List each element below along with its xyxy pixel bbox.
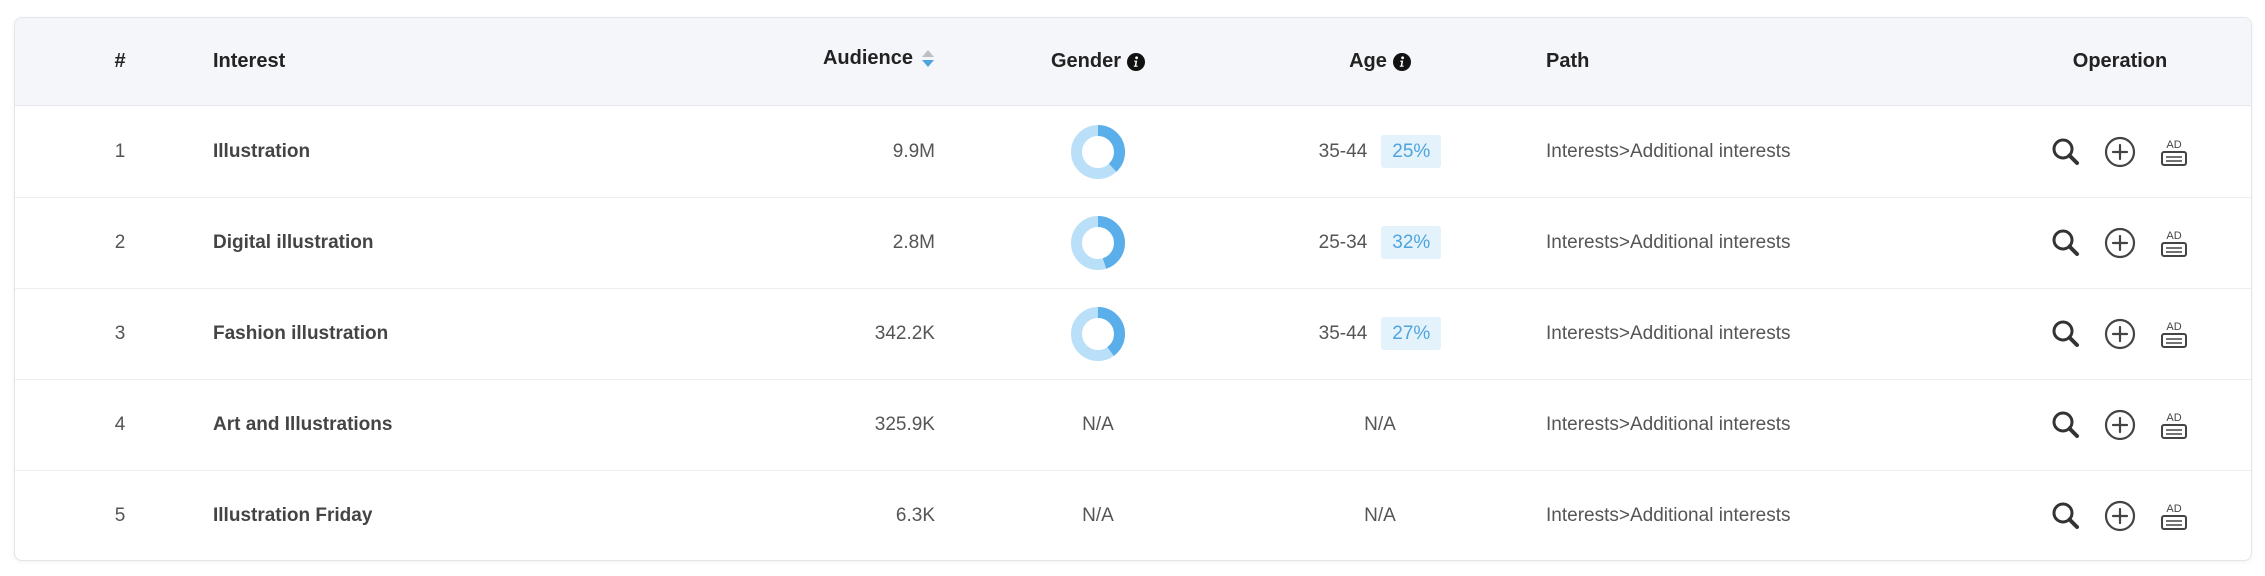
audience-size: 342.2K — [874, 322, 935, 344]
interest-table: # Interest Audience Gender Age — [14, 17, 2252, 561]
table-row: 4 Art and Illustrations 325.9K N/A N/A I… — [15, 379, 2251, 471]
operation-cell: AD — [2035, 470, 2205, 560]
audience-size: 9.9M — [892, 140, 935, 162]
add-circle-icon[interactable] — [2103, 226, 2137, 260]
table-row: 2 Digital illustration 2.8M 25-34 32% In… — [15, 197, 2251, 289]
interest-path: Interests>Additional interests — [1546, 322, 1791, 344]
info-icon[interactable] — [1127, 52, 1146, 71]
column-header-age-label: Age — [1349, 50, 1387, 72]
age-percent-badge: 32% — [1381, 226, 1442, 259]
age-cell: N/A — [1280, 470, 1480, 560]
age-range: 25-34 — [1318, 231, 1368, 253]
ad-icon-label: AD — [2166, 412, 2181, 424]
table-header: # Interest Audience Gender Age — [15, 18, 2251, 106]
ad-icon-label: AD — [2166, 230, 2181, 242]
audience-size: 2.8M — [892, 231, 935, 253]
operation-cell: AD — [2035, 197, 2205, 288]
row-number: 2 — [114, 231, 126, 253]
gender-cell — [1018, 197, 1178, 288]
add-circle-icon[interactable] — [2103, 408, 2137, 442]
age-na: N/A — [1364, 504, 1396, 526]
column-header-number: # — [114, 50, 126, 72]
age-na: N/A — [1364, 413, 1396, 435]
ad-icon-label: AD — [2166, 321, 2181, 333]
search-icon[interactable] — [2049, 317, 2083, 351]
interest-name: Illustration — [213, 140, 311, 162]
column-header-age: Age — [1280, 18, 1480, 105]
search-icon[interactable] — [2049, 135, 2083, 169]
interest-path: Interests>Additional interests — [1546, 413, 1791, 435]
search-icon[interactable] — [2049, 408, 2083, 442]
search-icon[interactable] — [2049, 499, 2083, 533]
column-header-interest: Interest — [213, 50, 286, 72]
table-row: 1 Illustration 9.9M 35-44 25% Interests>… — [15, 106, 2251, 198]
row-number: 5 — [114, 504, 126, 526]
sort-icon[interactable] — [921, 48, 935, 70]
ad-icon-label: AD — [2166, 139, 2181, 151]
interest-path: Interests>Additional interests — [1546, 231, 1791, 253]
ad-icon[interactable]: AD — [2157, 135, 2191, 169]
interest-name: Fashion illustration — [213, 322, 389, 344]
column-header-gender: Gender — [1018, 18, 1178, 105]
operation-cell: AD — [2035, 288, 2205, 379]
gender-na: N/A — [1082, 413, 1114, 435]
operation-cell: AD — [2035, 379, 2205, 470]
info-icon[interactable] — [1392, 52, 1411, 71]
interest-path: Interests>Additional interests — [1546, 504, 1791, 526]
gender-cell — [1018, 106, 1178, 197]
interest-name: Digital illustration — [213, 231, 374, 253]
gender-donut-chart — [1071, 215, 1125, 270]
age-range: 35-44 — [1318, 140, 1368, 162]
sort-up-arrow — [922, 49, 934, 57]
table-row: 3 Fashion illustration 342.2K 35-44 27% … — [15, 288, 2251, 380]
gender-cell — [1018, 288, 1178, 379]
add-circle-icon[interactable] — [2103, 317, 2137, 351]
gender-donut-share — [1071, 306, 1125, 361]
audience-size: 6.3K — [895, 504, 935, 526]
age-cell: 35-44 25% — [1280, 106, 1480, 197]
operation-cell: AD — [2035, 106, 2205, 197]
age-percent-badge: 25% — [1381, 135, 1442, 168]
table-row: 5 Illustration Friday 6.3K N/A N/A Inter… — [15, 470, 2251, 560]
gender-donut-share — [1071, 215, 1125, 270]
row-number: 4 — [114, 413, 126, 435]
column-header-operation: Operation — [2072, 50, 2168, 72]
gender-donut-chart — [1071, 306, 1125, 361]
column-header-path: Path — [1546, 50, 1590, 72]
add-circle-icon[interactable] — [2103, 499, 2137, 533]
age-percent-badge: 27% — [1381, 317, 1442, 350]
gender-donut-chart — [1071, 124, 1125, 179]
ad-icon[interactable]: AD — [2157, 499, 2191, 533]
age-cell: 25-34 32% — [1280, 197, 1480, 288]
column-header-audience-label: Audience — [822, 47, 913, 69]
gender-na: N/A — [1082, 504, 1114, 526]
interest-name: Art and Illustrations — [213, 413, 393, 435]
interest-path: Interests>Additional interests — [1546, 140, 1791, 162]
gender-cell: N/A — [1018, 470, 1178, 560]
age-cell: 35-44 27% — [1280, 288, 1480, 379]
add-circle-icon[interactable] — [2103, 135, 2137, 169]
ad-icon-label: AD — [2166, 503, 2181, 515]
interest-name: Illustration Friday — [213, 504, 373, 526]
sort-down-arrow — [922, 59, 934, 67]
gender-cell: N/A — [1018, 379, 1178, 470]
row-number: 1 — [114, 140, 126, 162]
column-header-audience[interactable]: Audience — [735, 18, 935, 102]
ad-icon[interactable]: AD — [2157, 226, 2191, 260]
age-range: 35-44 — [1318, 322, 1368, 344]
ad-icon[interactable]: AD — [2157, 317, 2191, 351]
age-cell: N/A — [1280, 379, 1480, 470]
ad-icon[interactable]: AD — [2157, 408, 2191, 442]
search-icon[interactable] — [2049, 226, 2083, 260]
audience-size: 325.9K — [874, 413, 935, 435]
column-header-gender-label: Gender — [1050, 50, 1122, 72]
row-number: 3 — [114, 322, 126, 344]
gender-donut-share — [1071, 124, 1125, 179]
